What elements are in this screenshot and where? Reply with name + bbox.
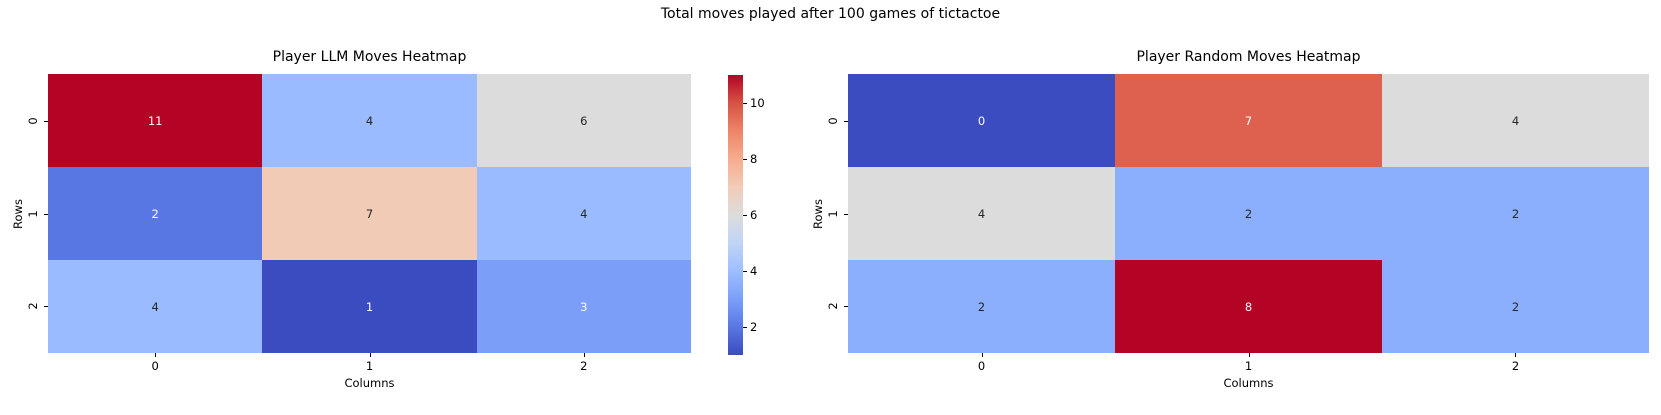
cell-value: 4 [977,206,986,221]
x-tick-mark [155,353,157,357]
cell-value: 2 [1244,206,1253,221]
x-tick-label: 0 [151,359,159,373]
heatmap-cell-r1-c0: 2 [48,167,263,260]
heatmap-cell-r1-c1: 2 [1115,167,1382,260]
colorbar-tick-mark [743,215,747,216]
left-heatmap-grid: 11 4 6 2 7 4 4 1 3 [48,74,691,353]
y-tick-label: 0 [26,116,40,125]
cell-value: 2 [151,206,159,221]
x-tick-mark [583,353,585,357]
x-tick-label: 2 [1511,359,1520,373]
y-tick-mark [44,306,48,308]
heatmap-cell-r1-c1: 7 [262,167,477,260]
right-heatmap-axes: Player Random Moves Heatmap 0 7 4 4 2 2 2 8 2 0 1… [811,49,1649,390]
y-tick-mark [44,120,48,122]
right-heatmap-grid: 0 7 4 4 2 2 2 8 2 [848,74,1649,353]
cell-value: 4 [580,206,588,221]
heatmap-cell-r1-c2: 2 [1382,167,1649,260]
cell-value: 3 [580,299,588,314]
cell-value: 0 [977,113,986,128]
cell-value: 2 [1511,299,1520,314]
heatmap-cell-r0-c0: 11 [48,74,263,167]
cell-value: 6 [580,113,588,128]
heatmap-cell-r0-c1: 7 [1115,74,1382,167]
cell-value: 2 [1511,206,1520,221]
colorbar-tick-mark [743,103,747,104]
left-ylabel-text: Rows [10,198,25,229]
figure-suptitle: Total moves played after 100 games of ti… [660,6,1001,22]
heatmap-cell-r2-c2: 2 [1382,260,1649,353]
heatmap-cell-r2-c1: 1 [262,260,477,353]
x-tick-label: 1 [365,359,374,373]
y-tick-mark [844,213,848,215]
heatmap-cell-r0-c1: 4 [262,74,477,167]
x-tick-mark [981,353,983,357]
colorbar-tick-label: 2 [750,320,758,334]
colorbar-tick-mark [743,327,747,328]
heatmap-cell-r1-c2: 4 [476,167,691,260]
colorbar-gradient [728,75,743,355]
right-ylabel: Rows [810,74,825,353]
heatmap-cell-r0-c0: 0 [848,74,1115,167]
right-ylabel-text: Rows [810,198,825,229]
x-tick-mark [1515,353,1517,357]
x-tick-mark [369,353,371,357]
left-heatmap-title: Player LLM Moves Heatmap [272,49,467,65]
colorbar: 10 8 6 4 2 [728,75,765,355]
colorbar-tick-mark [743,159,747,160]
colorbar-tick-label: 10 [750,96,765,110]
cell-value: 1 [365,299,374,314]
heatmap-cell-r2-c2: 3 [476,260,691,353]
cell-value: 7 [1244,113,1253,128]
right-xlabel: Columns [1223,376,1274,390]
cell-value: 7 [365,206,374,221]
heatmap-cell-r0-c2: 6 [476,74,691,167]
y-tick-mark [844,306,848,308]
colorbar-tick-mark [743,271,747,272]
cell-value: 2 [977,299,986,314]
colorbar-tick-label: 6 [750,208,758,222]
heatmap-cell-r2-c0: 4 [48,260,263,353]
left-xlabel: Columns [344,376,395,390]
heatmap-cell-r1-c0: 4 [848,167,1115,260]
heatmap-cell-r0-c2: 4 [1382,74,1649,167]
y-tick-label: 0 [826,116,840,125]
cell-value: 4 [151,299,159,314]
heatmap-cell-r2-c0: 2 [848,260,1115,353]
y-tick-label: 2 [26,302,40,311]
y-tick-label: 2 [826,302,840,311]
colorbar-tick-label: 8 [750,152,758,166]
x-tick-label: 1 [1244,359,1253,373]
heatmap-cell-r2-c1: 8 [1115,260,1382,353]
y-tick-label: 1 [26,209,40,218]
cell-value: 11 [147,113,163,128]
y-tick-mark [44,213,48,215]
x-tick-mark [1248,353,1250,357]
cell-value: 4 [1511,113,1520,128]
left-ylabel: Rows [10,74,25,353]
y-tick-mark [844,120,848,122]
right-heatmap-title: Player Random Moves Heatmap [1136,49,1361,65]
cell-value: 8 [1244,299,1253,314]
cell-value: 4 [365,113,374,128]
y-tick-label: 1 [826,209,840,218]
x-tick-label: 2 [580,359,588,373]
x-tick-label: 0 [977,359,986,373]
colorbar-tick-label: 4 [750,264,758,278]
